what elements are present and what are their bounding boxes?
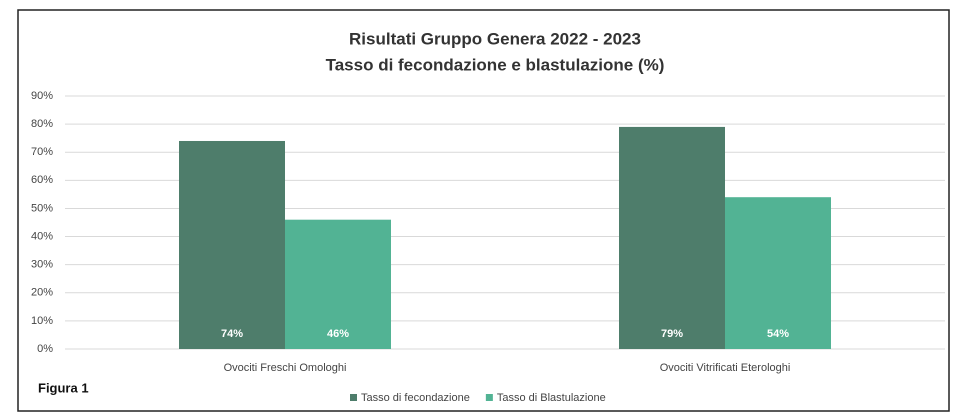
legend-swatch [350,394,357,401]
y-tick-label: 60% [31,174,53,186]
y-tick-label: 20% [31,287,53,299]
legend-swatch [485,394,493,401]
y-tick-label: 80% [31,118,53,130]
bar [285,219,391,349]
data-label: 46% [327,328,349,340]
bar [179,140,285,349]
data-label: 79% [661,328,683,340]
y-tick-label: 30% [31,259,53,271]
y-tick-label: 0% [37,343,53,355]
y-tick-label: 40% [31,230,53,242]
x-tick-label: Ovociti Vitrificati Eterologhi [660,362,791,374]
data-label: 54% [767,328,789,340]
y-tick-label: 90% [31,90,53,102]
y-tick-label: 70% [31,146,53,158]
bar [725,197,831,349]
data-label: 74% [221,328,243,340]
chart-title: Risultati Gruppo Genera 2022 - 2023 [349,29,641,48]
legend-label: Tasso di Blastulazione [497,392,606,404]
legend-label: Tasso di fecondazione [361,392,470,404]
y-tick-label: 10% [31,315,53,327]
x-tick-label: Ovociti Freschi Omologhi [224,362,347,374]
y-tick-label: 50% [31,202,53,214]
bar [619,126,725,349]
annotation: Figura 1 [38,380,89,395]
chart-subtitle: Tasso di fecondazione e blastulazione (%… [326,55,665,74]
